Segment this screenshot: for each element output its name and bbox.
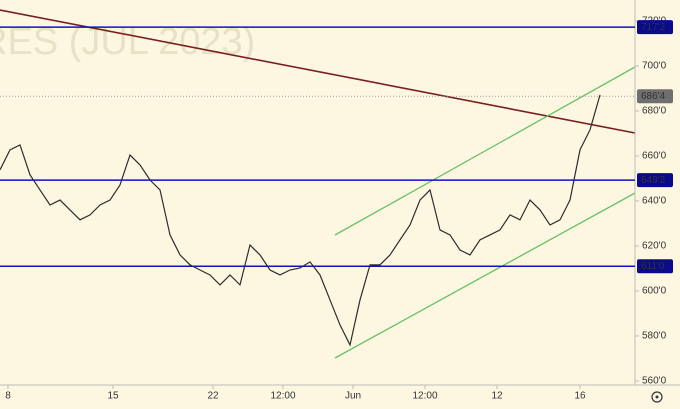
last-price-box [637, 89, 673, 104]
channel-lower [334, 192, 636, 359]
y-tick-label: 700'0 [642, 61, 667, 72]
x-tick-label: 12:00 [270, 391, 295, 402]
level-label-box [637, 20, 673, 35]
x-tick-label: 22 [207, 391, 219, 402]
y-tick-label: 660'0 [642, 151, 667, 162]
x-tick-label: 16 [574, 391, 586, 402]
level-label: 717'2 [641, 22, 666, 33]
channel-upper [334, 66, 636, 236]
level-label: 611'0 [641, 261, 665, 272]
y-tick-label: 600'0 [642, 286, 667, 297]
x-tick-label: 8 [5, 391, 11, 402]
x-tick-label: 12:00 [412, 391, 437, 402]
x-tick-label: 12 [491, 391, 503, 402]
level-label-box [637, 173, 673, 188]
y-tick-label: 560'0 [642, 376, 667, 387]
watermark: RES (JUL 2023) [0, 21, 255, 63]
last-price-label: 686'4 [641, 91, 666, 102]
level-label-box [637, 259, 673, 274]
y-tick-label: 640'0 [642, 196, 667, 207]
trend-line [0, 9, 636, 134]
price-line [0, 94, 601, 347]
x-tick-label: 15 [107, 391, 119, 402]
settings-icon[interactable] [651, 391, 663, 403]
x-tick-label: Jun [345, 391, 361, 402]
y-tick-label: 580'0 [642, 331, 667, 342]
y-tick-label: 620'0 [642, 241, 667, 252]
level-label: 649'2 [641, 175, 666, 186]
y-tick-label: 680'0 [642, 106, 667, 117]
